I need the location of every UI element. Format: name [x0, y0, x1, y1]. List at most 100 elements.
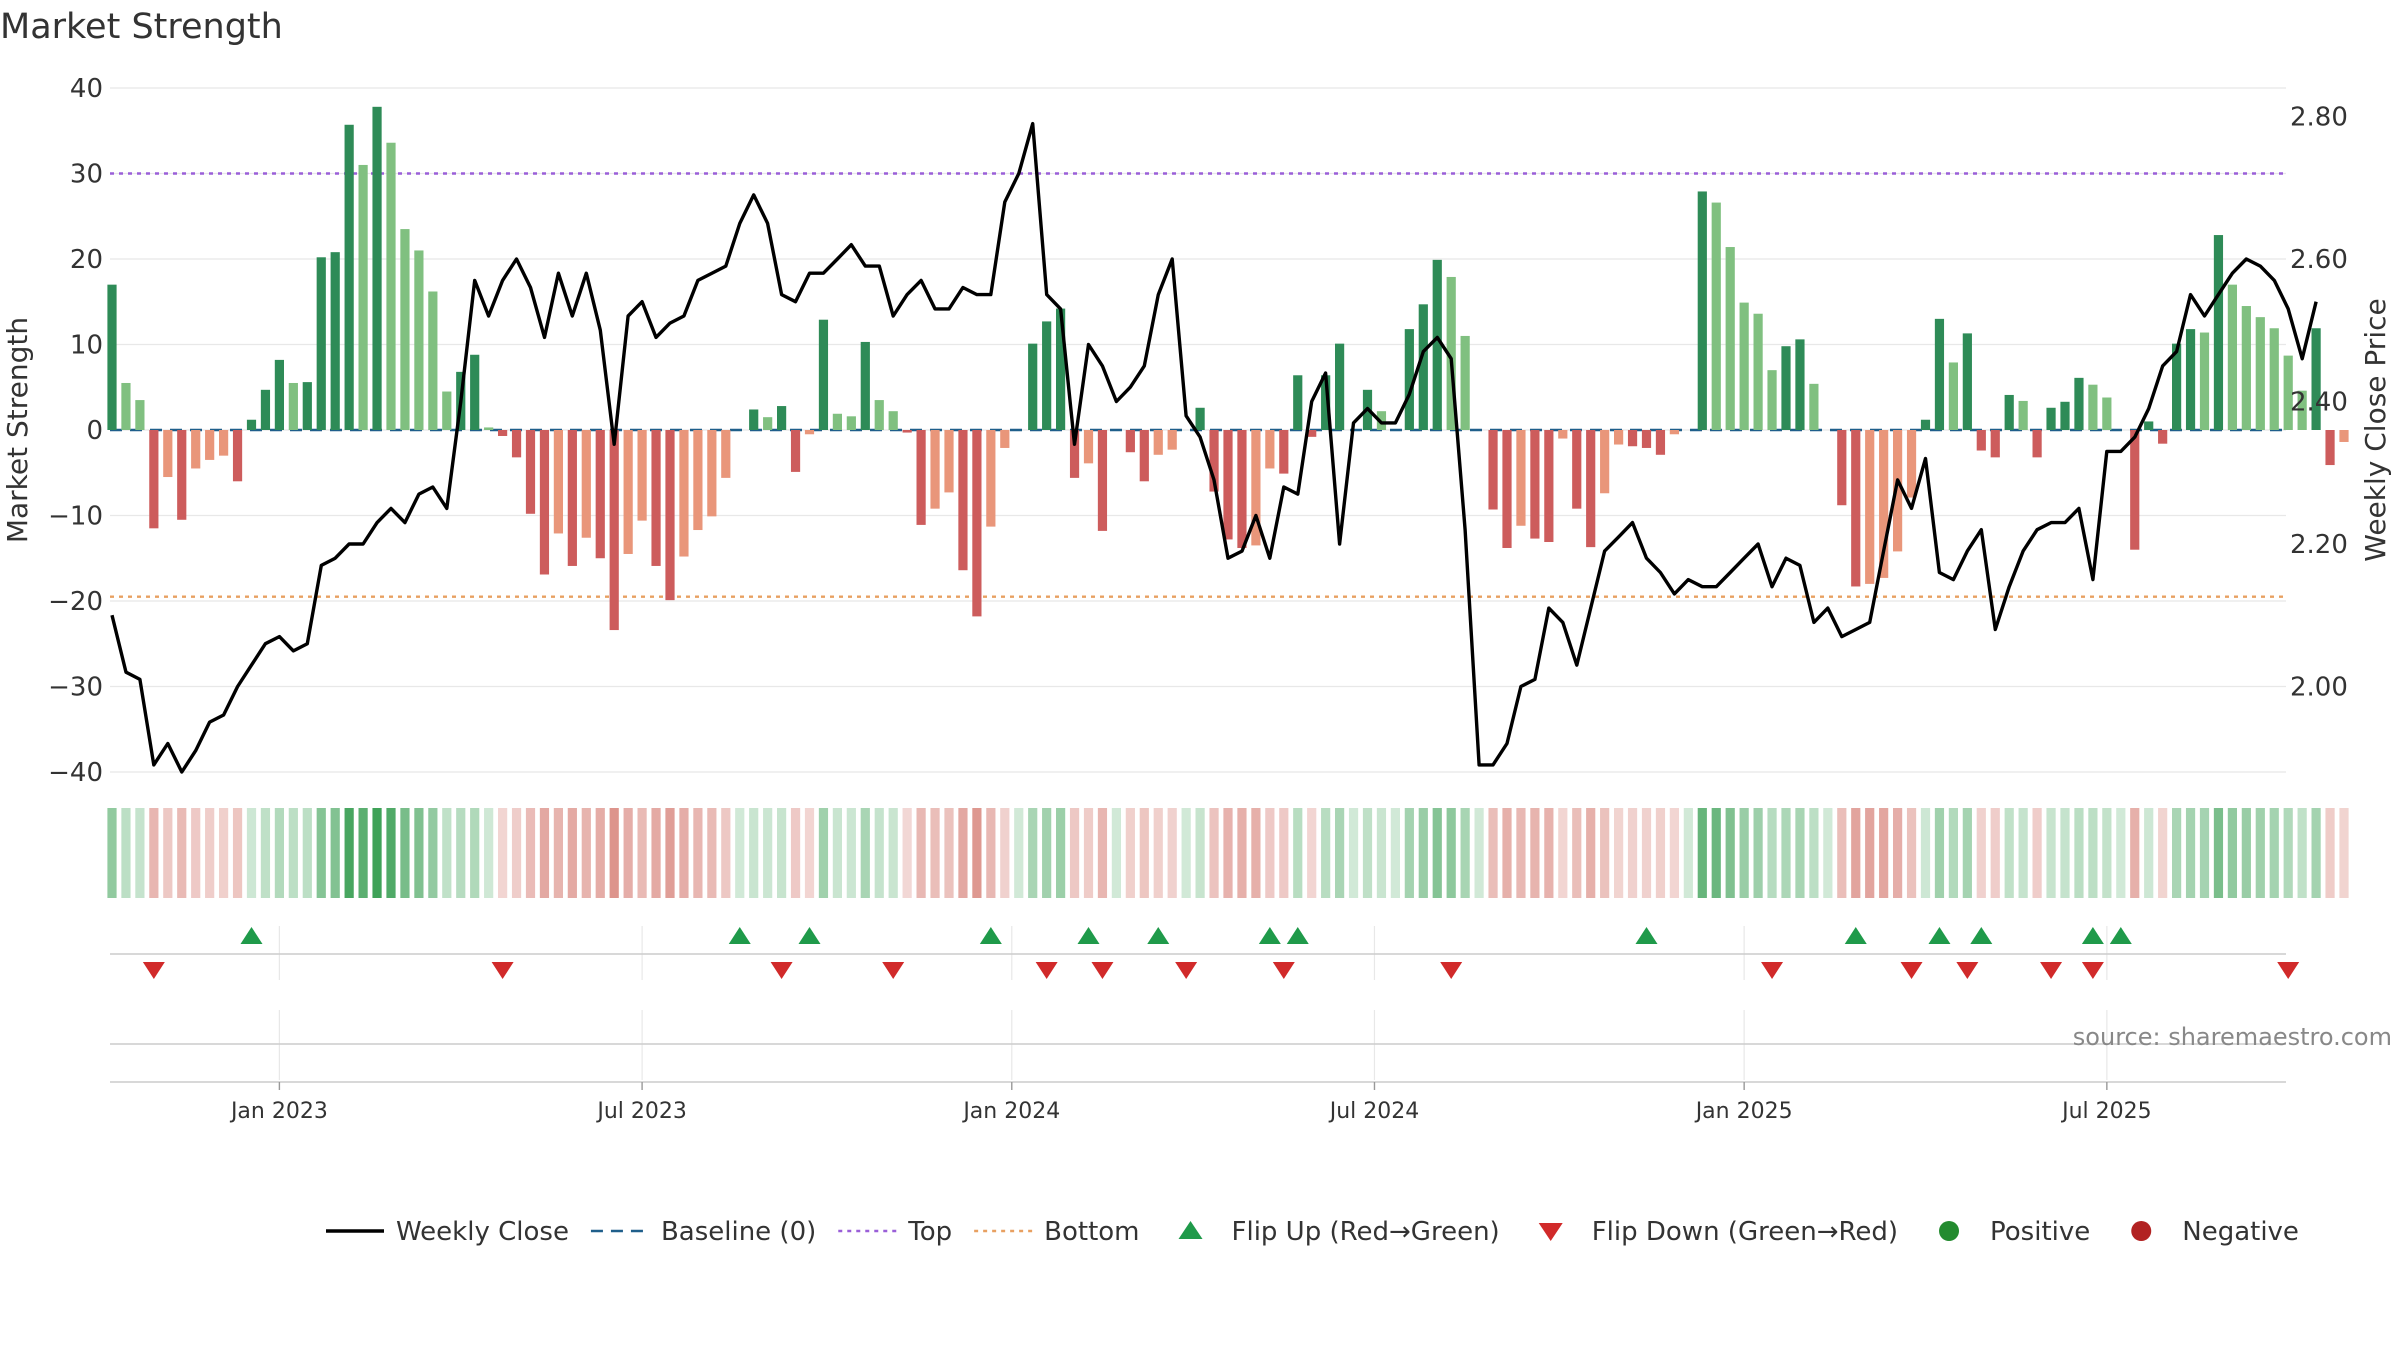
strength-bar	[2032, 430, 2042, 458]
legend-label: Negative	[2182, 1217, 2299, 1247]
flip-up-marker	[2109, 927, 2132, 944]
legend-swatch-flip-up	[1178, 1221, 1203, 1239]
heat-cell	[1376, 808, 1387, 898]
strength-bar	[1153, 430, 1163, 455]
strength-bar	[1572, 430, 1582, 509]
strength-bar	[1083, 430, 1094, 464]
heat-cell	[1418, 808, 1428, 898]
heat-cell	[804, 808, 815, 898]
heat-cell	[1167, 808, 1177, 898]
strength-bar	[191, 430, 201, 469]
heat-cell	[693, 808, 703, 898]
y-tick-label-left: 20	[70, 245, 103, 275]
y-tick-label-left: 10	[70, 331, 103, 361]
strength-bar	[2004, 394, 2014, 430]
legend-label: Flip Up (Red→Green)	[1232, 1217, 1500, 1247]
heat-cell	[1237, 808, 1247, 898]
strength-bar	[1767, 370, 1777, 430]
strength-bar	[1516, 430, 1526, 526]
heat-cell	[735, 808, 745, 898]
strength-bars	[107, 106, 2349, 631]
heat-cell	[1000, 808, 1010, 898]
strength-bar	[1530, 430, 1540, 539]
heat-cell	[2227, 808, 2237, 898]
strength-bar	[790, 430, 801, 472]
strength-bar	[930, 430, 940, 509]
heat-cell	[2283, 808, 2293, 898]
heat-cell	[205, 808, 215, 898]
heat-cell	[1153, 808, 1163, 898]
legend-item: Flip Down (Green→Red)	[1538, 1217, 1898, 1247]
strength-bar	[1962, 333, 1972, 430]
heat-cell	[2213, 808, 2224, 898]
strength-bar	[1335, 343, 1345, 430]
heat-cell	[2241, 808, 2251, 898]
heat-cell	[2199, 808, 2210, 898]
strength-bar	[2339, 430, 2349, 442]
strength-bar	[539, 430, 550, 575]
heat-cell	[972, 808, 982, 898]
heat-cell	[2116, 808, 2126, 898]
heat-cell	[763, 808, 773, 898]
flip-down-marker	[1761, 962, 1784, 979]
strength-bar	[2074, 377, 2084, 430]
strength-bar	[1906, 430, 1917, 498]
strength-bar	[177, 430, 187, 520]
strength-bar	[1000, 430, 1010, 448]
flip-up-marker	[1147, 927, 1170, 944]
legend: Weekly Close Baseline (0) Top Bottom Flip Up…	[326, 1217, 2299, 1247]
heat-cell	[553, 808, 563, 898]
heat-cell	[177, 808, 187, 898]
heat-cell	[1893, 808, 1903, 898]
strength-bar	[2130, 430, 2140, 550]
strength-bar	[721, 430, 731, 478]
strength-bar	[2311, 328, 2321, 430]
heat-cell	[1460, 808, 1470, 898]
strength-bar	[1851, 430, 1861, 587]
heat-cell	[428, 808, 438, 898]
heat-cell	[1488, 808, 1498, 898]
weekly-close-line	[110, 121, 2318, 774]
heat-cell	[1056, 808, 1066, 898]
legend-swatch-circle	[2131, 1221, 2152, 1241]
strength-bar	[1809, 383, 1819, 430]
y-tick-label-right: 2.00	[2290, 673, 2348, 703]
chart-title: Market Strength	[0, 7, 283, 47]
heat-cell	[484, 808, 494, 898]
strength-bar	[1893, 430, 1903, 552]
heat-cell	[749, 808, 759, 898]
strength-bar	[1544, 430, 1554, 543]
strength-bar	[1028, 343, 1038, 430]
source-annotation: source: sharemaestro.com	[2073, 1023, 2392, 1051]
heat-cell	[1809, 808, 1819, 898]
heat-cell	[2004, 808, 2014, 898]
heat-cell	[1572, 808, 1582, 898]
x-tick-label: Jul 2025	[2060, 1099, 2152, 1124]
strength-bar	[1627, 430, 1638, 447]
strength-bar	[1139, 430, 1149, 482]
strength-bar	[2199, 332, 2210, 430]
heat-cell	[442, 808, 452, 898]
y-tick-label-right: 2.80	[2290, 103, 2348, 133]
flip-down-marker	[1956, 962, 1979, 979]
strength-bar	[2046, 407, 2056, 430]
strength-bar	[1251, 430, 1261, 546]
strength-bar	[2144, 421, 2154, 430]
x-tick-label: Jan 2023	[229, 1099, 328, 1124]
flip-up-marker	[1286, 927, 1309, 944]
heat-cell	[386, 808, 396, 898]
heat-cell	[1934, 808, 1945, 898]
heat-cell	[1195, 808, 1205, 898]
heat-cell	[1390, 808, 1400, 898]
strength-bar	[2227, 284, 2237, 430]
strength-bar	[1865, 430, 1875, 584]
strength-bar	[2185, 329, 2196, 430]
heat-cell	[916, 808, 926, 898]
heat-cell	[1837, 808, 1847, 898]
strength-bar	[804, 430, 815, 435]
flip-down-marker	[142, 962, 165, 979]
flip-markers	[142, 927, 2300, 979]
heat-cell	[721, 808, 731, 898]
heat-cell	[637, 808, 647, 898]
